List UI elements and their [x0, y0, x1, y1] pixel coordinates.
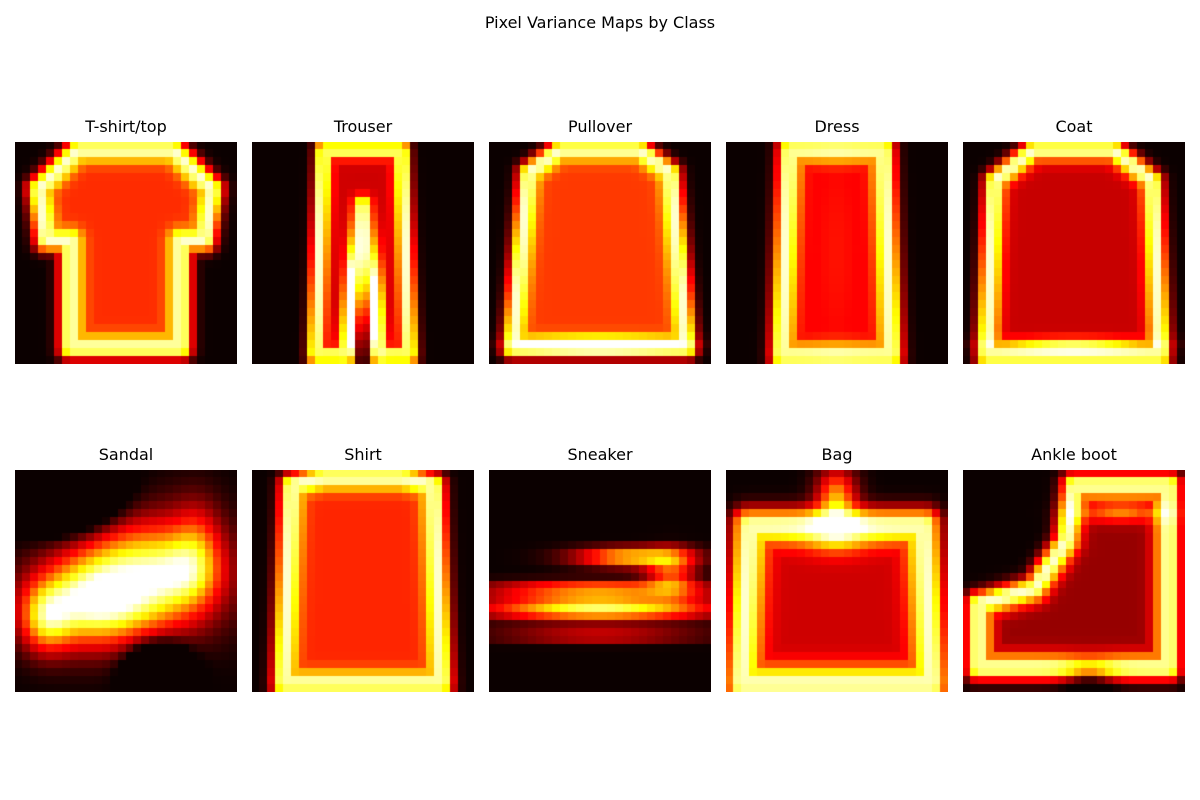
panel-title: Dress — [814, 117, 860, 136]
panel-title: T-shirt/top — [85, 117, 167, 136]
heatmap-dress — [726, 142, 948, 364]
panel-title: Bag — [821, 445, 853, 464]
heatmap-trouser — [252, 142, 474, 364]
heatmap-pullover — [489, 142, 711, 364]
heatmap-boot — [963, 470, 1185, 692]
figure-title: Pixel Variance Maps by Class — [484, 13, 716, 32]
panel-title: Trouser — [333, 117, 393, 136]
heatmap-bag — [726, 470, 948, 692]
heatmap-coat — [963, 142, 1185, 364]
heatmap-tshirt — [15, 142, 237, 364]
panel-title: Shirt — [344, 445, 382, 464]
heatmap-shirt — [252, 470, 474, 692]
panel-title: Sneaker — [567, 445, 633, 464]
panel-title: Pullover — [567, 117, 633, 136]
panel-title: Ankle boot — [1031, 445, 1117, 464]
panel-title: Sandal — [98, 445, 154, 464]
heatmap-sandal — [15, 470, 237, 692]
heatmap-sneaker — [489, 470, 711, 692]
panel-title: Coat — [1055, 117, 1093, 136]
